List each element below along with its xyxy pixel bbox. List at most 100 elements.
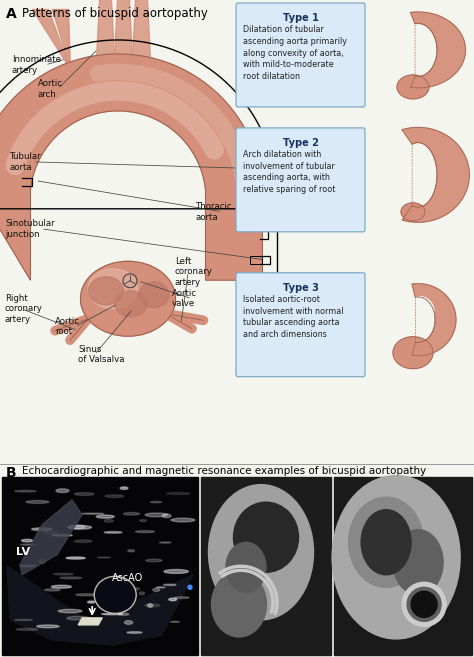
Text: Tubular
aorta: Tubular aorta	[10, 152, 42, 171]
Ellipse shape	[45, 589, 60, 591]
Bar	[201, 477, 331, 655]
Ellipse shape	[146, 559, 162, 562]
Text: B: B	[6, 466, 17, 480]
Ellipse shape	[393, 530, 443, 595]
Text: Echocardiographic and magnetic resonance examples of bicuspid aortopathy: Echocardiographic and magnetic resonance…	[22, 466, 426, 476]
Ellipse shape	[128, 550, 135, 552]
Ellipse shape	[139, 592, 145, 595]
Polygon shape	[20, 500, 82, 575]
Ellipse shape	[159, 542, 171, 543]
Ellipse shape	[76, 594, 97, 596]
Text: Type 3: Type 3	[283, 283, 319, 293]
Text: Isolated aortic-root
involvement with normal
tubular ascending aorta
and arch di: Isolated aortic-root involvement with no…	[243, 295, 344, 339]
Ellipse shape	[209, 485, 313, 620]
Text: LV: LV	[16, 547, 30, 556]
Ellipse shape	[67, 616, 91, 620]
Polygon shape	[0, 54, 262, 280]
Bar	[2, 477, 198, 655]
Circle shape	[407, 587, 441, 622]
Ellipse shape	[89, 277, 124, 305]
Ellipse shape	[104, 532, 122, 533]
Ellipse shape	[406, 297, 434, 327]
Circle shape	[188, 585, 192, 589]
Ellipse shape	[45, 531, 57, 534]
Ellipse shape	[234, 502, 299, 572]
Ellipse shape	[174, 597, 189, 599]
Text: Aortic
arch: Aortic arch	[38, 79, 63, 99]
Ellipse shape	[150, 501, 162, 503]
Ellipse shape	[26, 501, 49, 503]
Text: Type 2: Type 2	[283, 138, 319, 148]
Ellipse shape	[105, 495, 124, 497]
Ellipse shape	[226, 542, 266, 593]
FancyBboxPatch shape	[236, 3, 365, 107]
Ellipse shape	[140, 520, 146, 522]
Ellipse shape	[88, 269, 138, 309]
Ellipse shape	[56, 489, 69, 493]
Text: Patterns of bicuspid aortopathy: Patterns of bicuspid aortopathy	[22, 7, 208, 20]
Ellipse shape	[393, 337, 433, 369]
Ellipse shape	[125, 621, 133, 624]
Ellipse shape	[58, 609, 82, 613]
Text: Sinotubular
junction: Sinotubular junction	[5, 219, 55, 238]
Ellipse shape	[164, 584, 176, 585]
Ellipse shape	[96, 515, 114, 518]
FancyBboxPatch shape	[236, 128, 365, 232]
Ellipse shape	[145, 604, 160, 607]
Ellipse shape	[171, 518, 195, 522]
Ellipse shape	[166, 493, 190, 495]
Polygon shape	[78, 618, 102, 625]
Text: A: A	[6, 7, 17, 21]
Ellipse shape	[127, 631, 142, 633]
Ellipse shape	[153, 588, 160, 591]
Ellipse shape	[20, 544, 36, 545]
Ellipse shape	[97, 557, 111, 558]
Ellipse shape	[101, 614, 123, 615]
Ellipse shape	[124, 512, 140, 515]
Ellipse shape	[15, 490, 36, 492]
Text: Arch dilatation with
involvement of tubular
ascending aorta, with
relative spari: Arch dilatation with involvement of tubu…	[243, 150, 336, 194]
Polygon shape	[412, 284, 456, 356]
Ellipse shape	[104, 520, 113, 522]
Text: Sinus
of Valsalva: Sinus of Valsalva	[78, 345, 125, 365]
FancyBboxPatch shape	[236, 273, 365, 376]
Ellipse shape	[120, 487, 128, 489]
Ellipse shape	[401, 203, 425, 221]
Ellipse shape	[16, 628, 38, 631]
Ellipse shape	[147, 604, 153, 607]
Ellipse shape	[52, 534, 73, 536]
Ellipse shape	[156, 587, 165, 588]
Polygon shape	[410, 12, 465, 88]
Ellipse shape	[95, 578, 135, 612]
Text: Aortic
root: Aortic root	[55, 317, 80, 336]
Ellipse shape	[39, 560, 45, 564]
Bar	[334, 477, 472, 655]
Ellipse shape	[22, 539, 33, 542]
Text: Right
coronary
artery: Right coronary artery	[5, 294, 43, 324]
Text: Dilatation of tubular
ascending aorta primarily
along convexity of aorta,
with m: Dilatation of tubular ascending aorta pr…	[243, 25, 347, 81]
Ellipse shape	[88, 601, 95, 603]
Ellipse shape	[361, 510, 411, 575]
Circle shape	[411, 591, 437, 618]
Text: AscAO: AscAO	[112, 573, 144, 583]
Text: Aortic
valve: Aortic valve	[172, 289, 197, 308]
Text: Type 1: Type 1	[283, 13, 319, 23]
Ellipse shape	[136, 531, 155, 533]
Ellipse shape	[74, 540, 92, 543]
Ellipse shape	[54, 574, 73, 575]
Ellipse shape	[82, 513, 104, 514]
Ellipse shape	[60, 577, 82, 579]
Ellipse shape	[74, 493, 94, 495]
Ellipse shape	[332, 476, 460, 639]
Ellipse shape	[397, 75, 429, 99]
Text: Left
coronary
artery: Left coronary artery	[175, 257, 213, 286]
Circle shape	[402, 582, 446, 626]
Ellipse shape	[67, 525, 85, 529]
Ellipse shape	[164, 570, 188, 574]
Ellipse shape	[51, 585, 72, 588]
Ellipse shape	[66, 557, 85, 559]
Ellipse shape	[115, 291, 147, 317]
Ellipse shape	[348, 497, 424, 587]
Polygon shape	[402, 127, 469, 222]
Ellipse shape	[69, 526, 91, 529]
